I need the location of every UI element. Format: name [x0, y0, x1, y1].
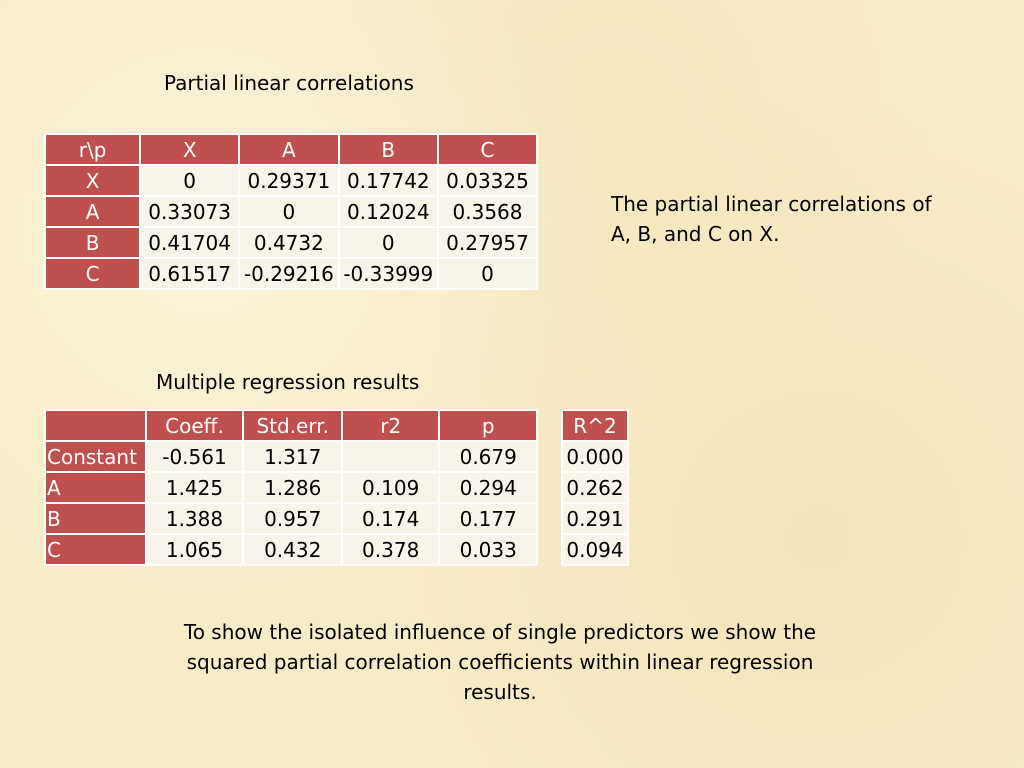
row-label: A [43, 195, 142, 228]
table-cell: 0.174 [340, 502, 441, 535]
table-row: C 1.065 0.432 0.378 0.033 [44, 533, 538, 566]
table-cell: 1.286 [242, 471, 343, 504]
table-cell: 0.094 [561, 533, 629, 566]
row-label: C [43, 257, 142, 290]
table-header-row: Coeff. Std.err. r2 p [44, 409, 538, 442]
conclusion-text: To show the isolated influence of single… [183, 620, 817, 704]
header-cell: X [139, 133, 241, 166]
partial-correlations-table: r\p X A B C X 0 0.29371 0.17742 0.03325 … [43, 133, 538, 290]
table-row: A 0.33073 0 0.12024 0.3568 [43, 195, 538, 228]
table-row: B 1.388 0.957 0.174 0.177 [44, 502, 538, 535]
table-row: 0.262 [561, 471, 629, 504]
header-cell: C [437, 133, 538, 166]
partial-correlations-note: The partial linear correlations of A, B,… [611, 192, 932, 246]
header-cell: R^2 [561, 409, 629, 442]
table-cell: 0.29371 [238, 164, 340, 197]
table-cell: 0.378 [340, 533, 441, 566]
row-label: C [44, 533, 147, 566]
table-cell: 0.12024 [337, 195, 440, 228]
header-cell: Coeff. [144, 409, 245, 442]
table-cell: 0 [238, 195, 340, 228]
row-label: B [43, 226, 142, 259]
table-cell: 0.41704 [139, 226, 241, 259]
row-label: B [44, 502, 147, 535]
header-cell: p [438, 409, 538, 442]
table-cell: 0 [139, 164, 241, 197]
row-label: A [44, 471, 147, 504]
table-cell: 0.03325 [437, 164, 538, 197]
table-cell: 0.033 [438, 533, 538, 566]
table-cell: 1.065 [144, 533, 245, 566]
table-cell: 0.27957 [437, 226, 538, 259]
table-row: C 0.61517 -0.29216 -0.33999 0 [43, 257, 538, 290]
header-cell: Std.err. [242, 409, 343, 442]
table-header-row: R^2 [561, 409, 629, 442]
table-cell: -0.33999 [337, 257, 440, 290]
table-cell [340, 440, 441, 473]
table-row: A 1.425 1.286 0.109 0.294 [44, 471, 538, 504]
table-cell: 0.000 [561, 440, 629, 473]
table-cell: 0.957 [242, 502, 343, 535]
r-squared-table: R^2 0.000 0.262 0.291 0.094 [561, 409, 629, 566]
table-row: B 0.41704 0.4732 0 0.27957 [43, 226, 538, 259]
table-cell: 0.109 [340, 471, 441, 504]
table-cell: 0.294 [438, 471, 538, 504]
table-cell: 0.432 [242, 533, 343, 566]
row-label: X [43, 164, 142, 197]
table-cell: 0.33073 [139, 195, 241, 228]
table-cell: 0 [337, 226, 440, 259]
header-cell: B [337, 133, 440, 166]
table-cell: -0.29216 [238, 257, 340, 290]
table-cell: 0.4732 [238, 226, 340, 259]
table-cell: 0.17742 [337, 164, 440, 197]
row-label: Constant [44, 440, 147, 473]
table-header-row: r\p X A B C [43, 133, 538, 166]
header-cell [44, 409, 147, 442]
header-cell: A [238, 133, 340, 166]
partial-correlations-title: Partial linear correlations [164, 71, 414, 95]
header-cell: r2 [340, 409, 441, 442]
table-row: 0.291 [561, 502, 629, 535]
table-cell: 0.291 [561, 502, 629, 535]
table-row: 0.000 [561, 440, 629, 473]
regression-table: Coeff. Std.err. r2 p Constant -0.561 1.3… [44, 409, 538, 566]
header-cell: r\p [43, 133, 142, 166]
table-row: X 0 0.29371 0.17742 0.03325 [43, 164, 538, 197]
regression-title: Multiple regression results [156, 370, 420, 394]
table-cell: 0.61517 [139, 257, 241, 290]
table-cell: -0.561 [144, 440, 245, 473]
table-cell: 0 [437, 257, 538, 290]
table-row: 0.094 [561, 533, 629, 566]
table-cell: 1.388 [144, 502, 245, 535]
table-row: Constant -0.561 1.317 0.679 [44, 440, 538, 473]
table-cell: 0.3568 [437, 195, 538, 228]
table-cell: 1.317 [242, 440, 343, 473]
table-cell: 0.177 [438, 502, 538, 535]
table-cell: 0.262 [561, 471, 629, 504]
table-cell: 1.425 [144, 471, 245, 504]
table-cell: 0.679 [438, 440, 538, 473]
